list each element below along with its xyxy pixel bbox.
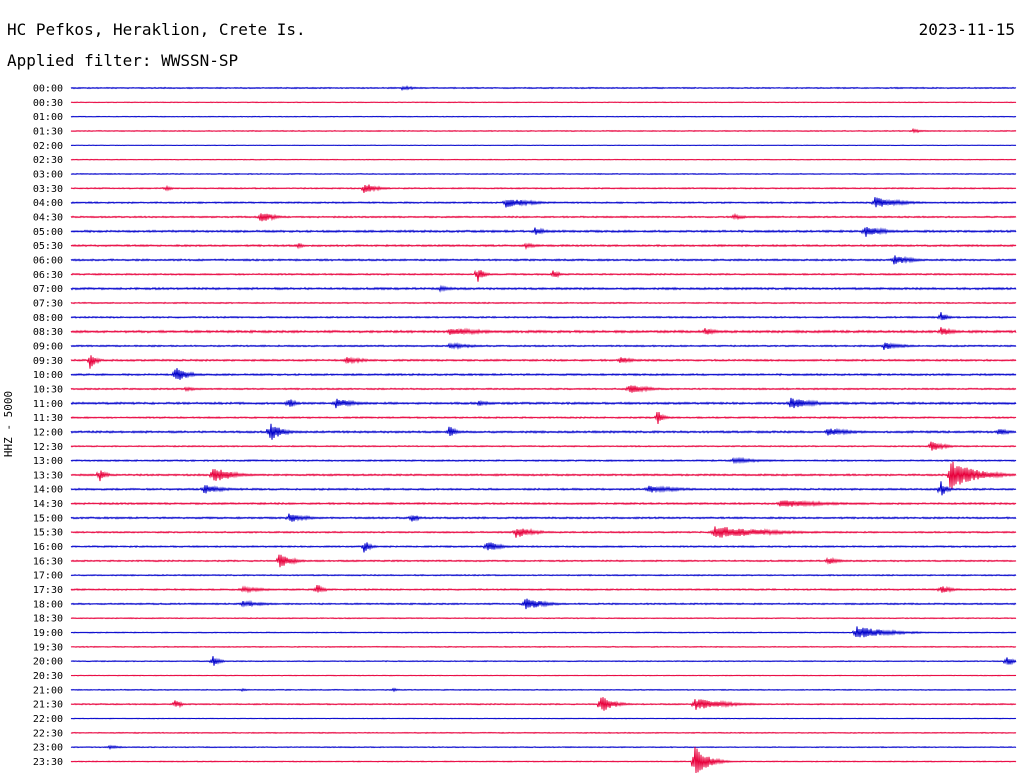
trace-1600 (70, 542, 1017, 553)
row-label-2030: 20:30 (33, 671, 63, 682)
row-label-2330: 23:30 (33, 757, 63, 768)
trace-2000 (70, 656, 1017, 666)
row-label-0500: 05:00 (33, 227, 63, 238)
trace-2100 (70, 687, 1017, 693)
trace-0300 (70, 172, 1017, 176)
row-label-0930: 09:30 (33, 356, 63, 367)
row-label-1830: 18:30 (33, 614, 63, 625)
station-title: HC Pefkos, Heraklion, Crete Is. (7, 20, 306, 39)
row-label-0700: 07:00 (33, 284, 63, 295)
trace-0500 (70, 227, 1017, 237)
row-label-1930: 19:30 (33, 642, 63, 653)
trace-1330 (70, 461, 1017, 489)
row-label-0000: 00:00 (33, 84, 63, 95)
trace-0600 (70, 255, 1017, 265)
trace-1630 (70, 554, 1017, 568)
trace-0000 (70, 85, 1017, 91)
row-label-0400: 04:00 (33, 198, 63, 209)
trace-0030 (70, 101, 1017, 104)
row-label-2200: 22:00 (33, 714, 63, 725)
row-label-1400: 14:00 (33, 485, 63, 496)
trace-2330 (70, 746, 1017, 774)
row-label-0830: 08:30 (33, 327, 63, 338)
trace-0330 (70, 184, 1017, 193)
row-label-1430: 14:30 (33, 499, 63, 510)
row-label-1900: 19:00 (33, 628, 63, 639)
row-label-1500: 15:00 (33, 513, 63, 524)
row-label-2000: 20:00 (33, 657, 63, 668)
trace-1130 (70, 412, 1017, 424)
row-label-1200: 12:00 (33, 427, 63, 438)
row-label-0230: 02:30 (33, 155, 63, 166)
row-label-0430: 04:30 (33, 212, 63, 223)
trace-1530 (70, 526, 1017, 538)
trace-1930 (70, 645, 1017, 649)
trace-1900 (70, 626, 1017, 638)
trace-1430 (70, 500, 1017, 508)
row-label-2130: 21:30 (33, 700, 63, 711)
trace-1030 (70, 385, 1017, 393)
trace-0830 (70, 327, 1017, 336)
trace-2230 (70, 731, 1017, 734)
row-label-1330: 13:30 (33, 470, 63, 481)
row-label-2230: 22:30 (33, 728, 63, 739)
row-label-1000: 10:00 (33, 370, 63, 381)
trace-2200 (70, 717, 1017, 720)
trace-1700 (70, 573, 1017, 577)
row-label-0900: 09:00 (33, 341, 63, 352)
trace-0230 (70, 158, 1017, 161)
row-label-0100: 01:00 (33, 112, 63, 123)
trace-1200 (70, 423, 1017, 440)
row-label-0600: 06:00 (33, 255, 63, 266)
trace-0730 (70, 301, 1017, 305)
row-label-1730: 17:30 (33, 585, 63, 596)
row-label-2100: 21:00 (33, 685, 63, 696)
trace-1000 (70, 368, 1017, 380)
trace-2130 (70, 697, 1017, 711)
row-label-0130: 01:30 (33, 126, 63, 137)
row-label-1630: 16:30 (33, 556, 63, 567)
row-label-1130: 11:30 (33, 413, 63, 424)
row-label-0800: 08:00 (33, 313, 63, 324)
trace-0100 (70, 115, 1017, 118)
trace-0130 (70, 127, 1017, 134)
row-label-0300: 03:00 (33, 169, 63, 180)
trace-2300 (70, 744, 1017, 751)
trace-0430 (70, 212, 1017, 222)
trace-1800 (70, 598, 1017, 610)
row-label-1230: 12:30 (33, 442, 63, 453)
row-label-0630: 06:30 (33, 270, 63, 281)
trace-1500 (70, 513, 1017, 522)
trace-0800 (70, 312, 1017, 321)
filter-label: Applied filter: WWSSN-SP (7, 51, 239, 70)
row-label-1530: 15:30 (33, 528, 63, 539)
trace-1830 (70, 617, 1017, 620)
row-label-2300: 23:00 (33, 743, 63, 754)
row-label-1700: 17:00 (33, 571, 63, 582)
trace-1230 (70, 441, 1017, 451)
trace-1300 (70, 456, 1017, 465)
trace-0530 (70, 242, 1017, 251)
row-label-0730: 07:30 (33, 298, 63, 309)
trace-0700 (70, 284, 1017, 293)
row-label-1100: 11:00 (33, 399, 63, 410)
row-label-0030: 00:30 (33, 98, 63, 109)
row-label-0330: 03:30 (33, 184, 63, 195)
record-date: 2023-11-15 (918, 20, 1015, 39)
row-label-1800: 18:00 (33, 599, 63, 610)
trace-1730 (70, 585, 1017, 594)
trace-2030 (70, 674, 1017, 677)
trace-0400 (70, 197, 1017, 208)
trace-0900 (70, 342, 1017, 350)
row-label-1030: 10:30 (33, 384, 63, 395)
row-label-0200: 02:00 (33, 141, 63, 152)
trace-1100 (70, 397, 1017, 409)
row-label-1300: 13:00 (33, 456, 63, 467)
trace-1400 (70, 481, 1017, 496)
trace-0630 (70, 269, 1017, 282)
trace-0930 (70, 355, 1017, 369)
row-label-0530: 05:30 (33, 241, 63, 252)
row-label-1600: 16:00 (33, 542, 63, 553)
